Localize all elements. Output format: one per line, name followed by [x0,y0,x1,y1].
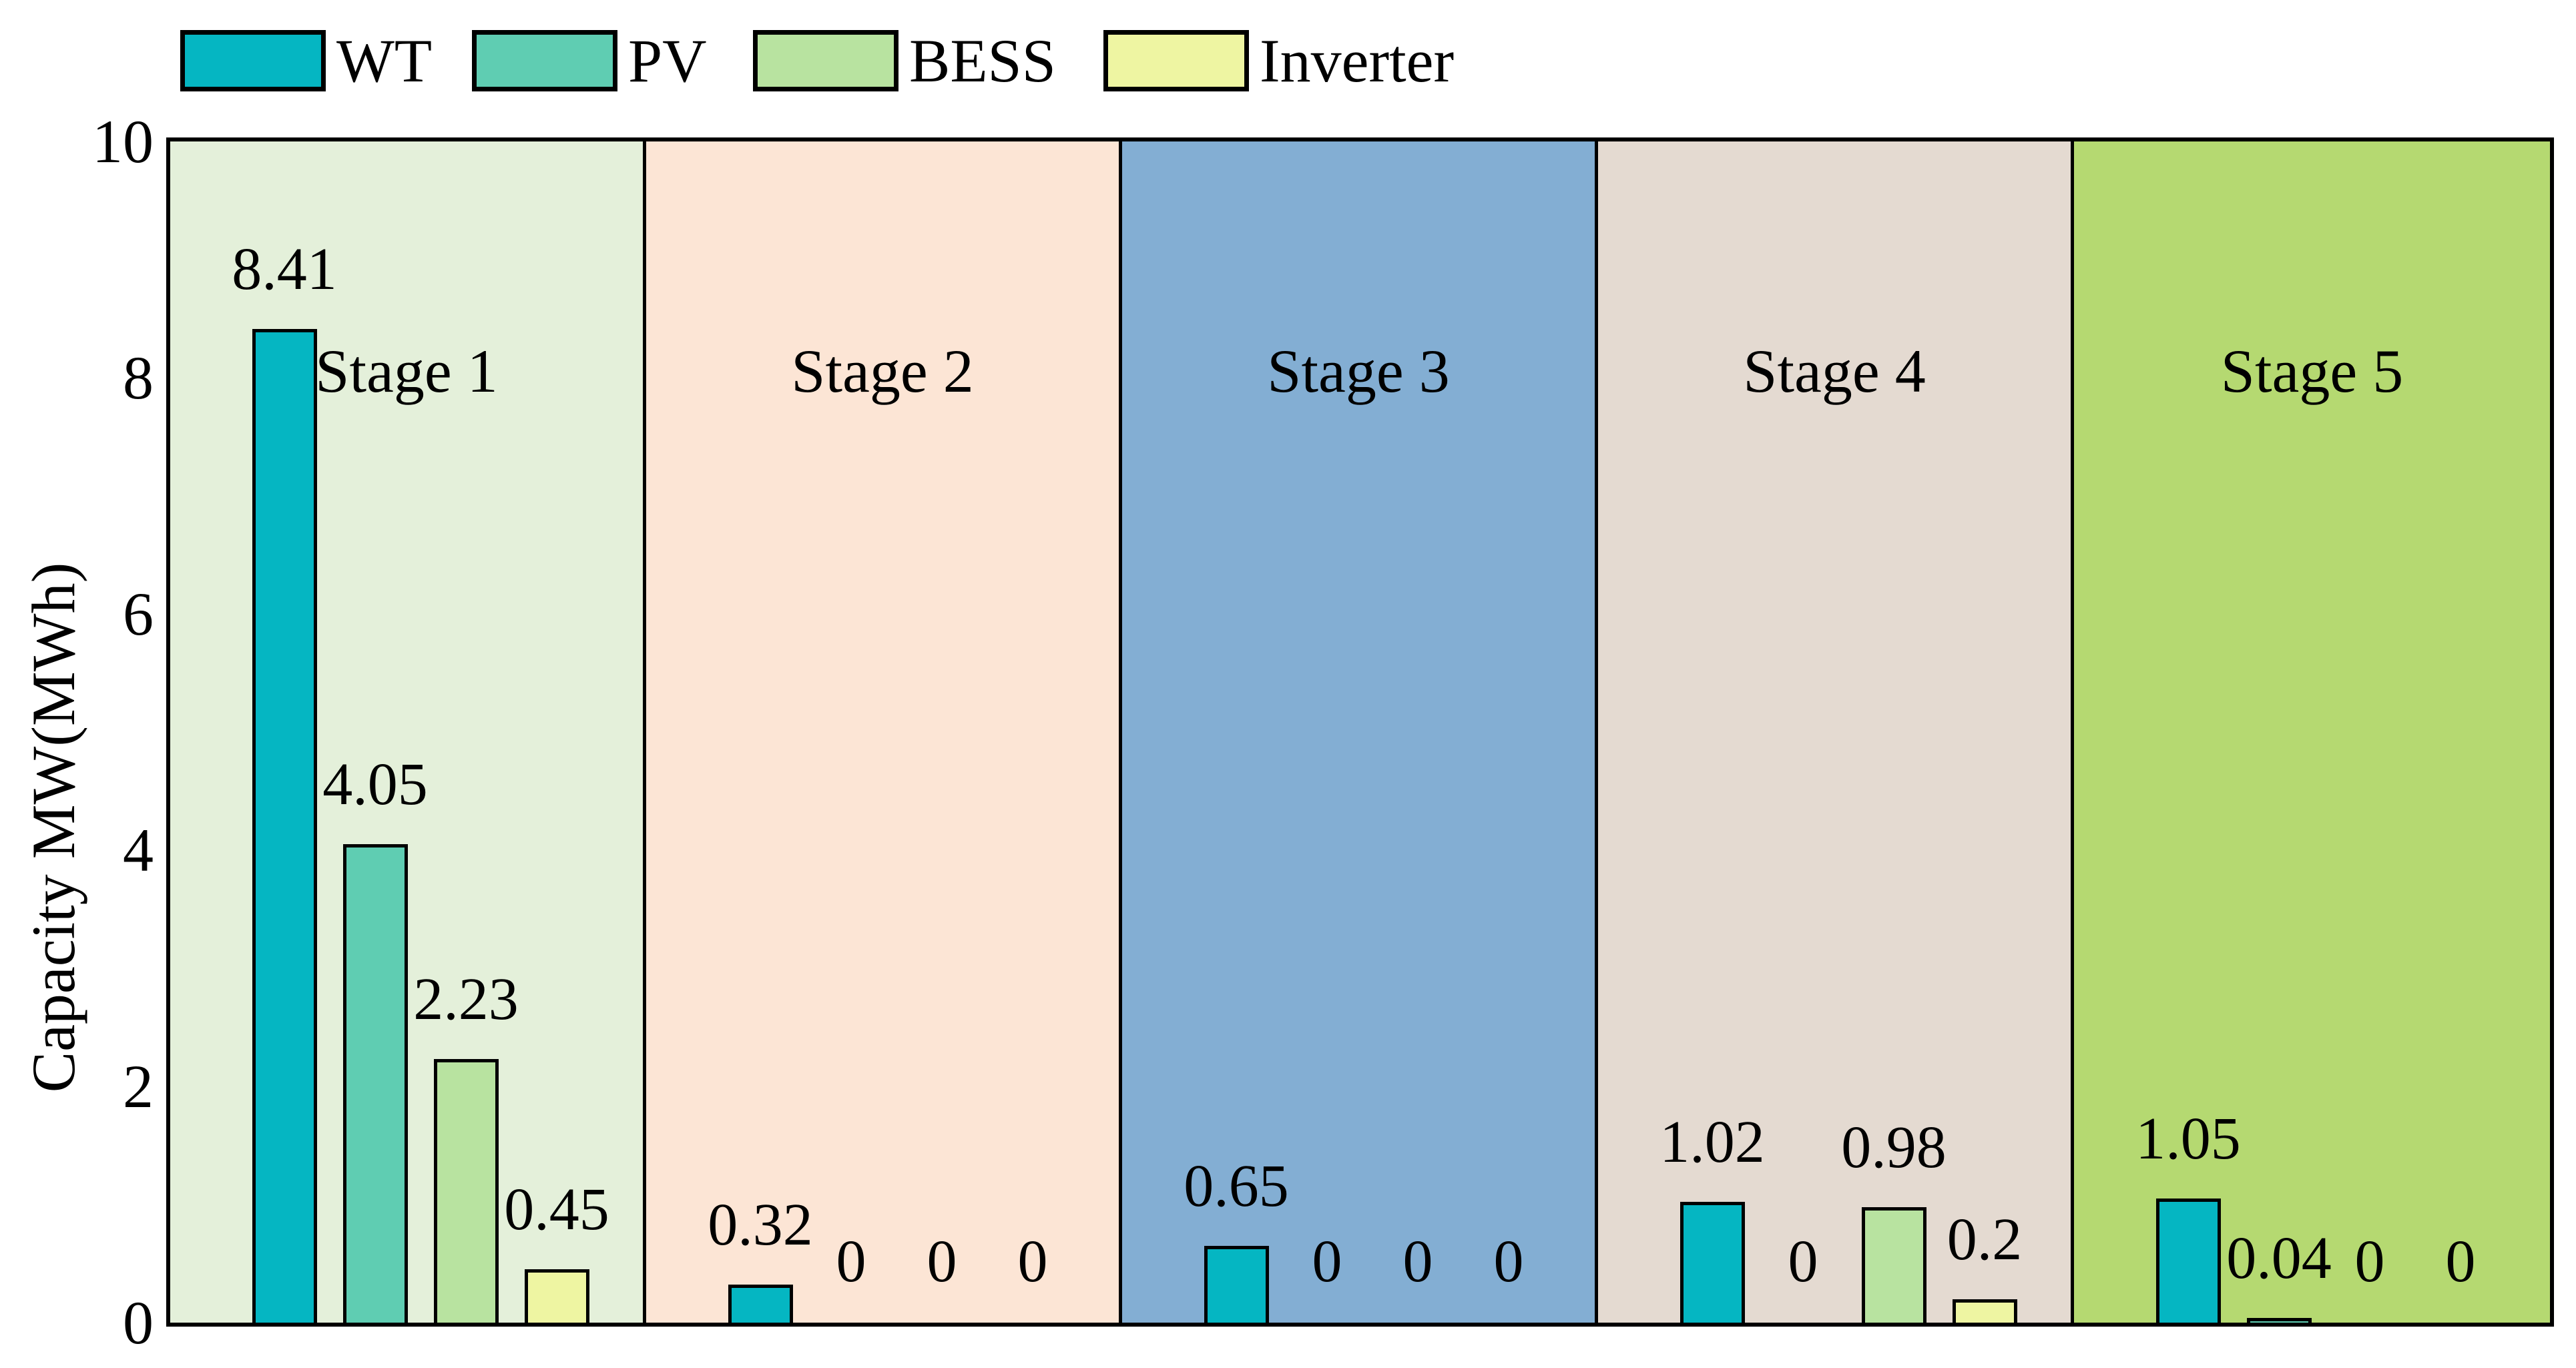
stage-panel-4: Stage 4 [1598,141,2074,1323]
zero-value-label-bess-stage-5: 0 [2354,1229,2385,1295]
bar-wt-stage-3 [1204,1246,1269,1323]
stage-label: Stage 5 [2220,337,2404,405]
zero-value-label-bess-stage-2: 0 [927,1229,957,1295]
stage-panel-3: Stage 3 [1122,141,1598,1323]
legend-swatch-icon [180,30,326,91]
legend-swatch-icon [753,30,898,91]
zero-value-label-inverter-stage-2: 0 [1017,1229,1048,1295]
zero-value-label-pv-stage-2: 0 [836,1229,866,1295]
y-tick-label-6: 6 [123,580,154,648]
legend-swatch-icon [472,30,617,91]
bar-bess-stage-1 [433,1059,499,1323]
legend-label: Inverter [1260,27,1455,95]
bar-wt-stage-4 [1680,1202,1745,1323]
bar-value-label-wt-stage-4: 1.02 [1659,1109,1765,1175]
legend-item-inverter: Inverter [1103,30,1454,91]
bar-value-label-bess-stage-1: 2.23 [413,966,519,1032]
y-tick-label-4: 4 [123,816,154,884]
y-tick-label-2: 2 [123,1052,154,1120]
bar-inverter-stage-1 [524,1269,589,1323]
zero-value-label-pv-stage-3: 0 [1312,1229,1342,1295]
bar-value-label-inverter-stage-1: 0.45 [504,1176,609,1243]
bar-wt-stage-5 [2155,1199,2221,1323]
bar-wt-stage-2 [728,1285,793,1323]
legend-item-wt: WT [180,30,432,91]
stage-panel-5: Stage 5 [2074,141,2550,1323]
stage-panel-1: Stage 1 [170,141,646,1323]
stage-panel-2: Stage 2 [646,141,1122,1323]
y-tick-label-10: 10 [92,107,154,176]
stage-label: Stage 3 [1267,337,1450,405]
legend-label: PV [628,27,707,95]
bar-value-label-inverter-stage-4: 0.2 [1947,1207,2023,1273]
plot-area: Stage 1 Stage 2 Stage 3 Stage 4 Stage 5 8.41… [166,137,2554,1327]
legend-label: WT [336,27,433,95]
zero-value-label-inverter-stage-5: 0 [2445,1229,2476,1295]
bar-value-label-pv-stage-5: 0.04 [2226,1225,2332,1291]
legend-item-bess: BESS [753,30,1056,91]
legend-item-pv: PV [472,30,707,91]
bar-pv-stage-5 [2246,1318,2312,1323]
bar-value-label-wt-stage-1: 8.41 [232,236,337,302]
zero-value-label-bess-stage-3: 0 [1402,1229,1433,1295]
zero-value-label-inverter-stage-3: 0 [1493,1229,1524,1295]
bar-value-label-pv-stage-1: 4.05 [322,751,428,817]
bar-wt-stage-1 [252,329,317,1323]
legend-label: BESS [909,27,1056,95]
y-tick-label-8: 8 [123,344,154,412]
bar-value-label-bess-stage-4: 0.98 [1841,1114,1947,1180]
zero-value-label-pv-stage-4: 0 [1788,1229,1818,1295]
legend-swatch-icon [1103,30,1249,91]
bar-value-label-wt-stage-5: 1.05 [2135,1106,2241,1172]
y-tick-label-0: 0 [123,1289,154,1357]
bar-value-label-wt-stage-3: 0.65 [1184,1153,1289,1219]
stage-label: Stage 1 [315,337,498,405]
bar-inverter-stage-4 [1952,1299,2017,1323]
bar-bess-stage-4 [1861,1207,1926,1323]
bar-value-label-wt-stage-2: 0.32 [708,1192,813,1258]
stage-label: Stage 2 [791,337,974,405]
stage-label: Stage 4 [1743,337,1926,405]
bar-pv-stage-1 [342,844,408,1323]
